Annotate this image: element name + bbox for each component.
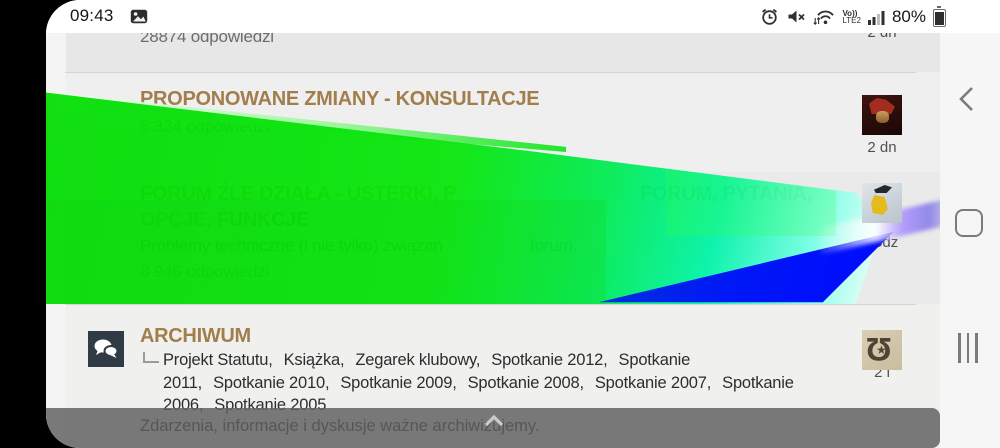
volte-lte2-badge: Vo)) LTE2 — [842, 8, 861, 25]
subforum-list: Projekt Statutu, Książka, Zegarek klubowy,… — [163, 349, 811, 417]
subforum-link[interactable]: Spotkanie 2010, — [213, 373, 330, 392]
subforum-link[interactable]: Spotkanie 2008, — [467, 373, 584, 392]
screen: 28874 odpowiedzi 2 dn PROPONOWANE ZMIANY… — [46, 0, 1000, 448]
description-fragment: forum. — [530, 236, 577, 255]
battery-icon — [933, 6, 946, 27]
page-left-gutter — [46, 33, 66, 448]
signal-icon — [867, 9, 885, 25]
scroll-to-top-bar[interactable] — [46, 408, 940, 448]
forum-title-proponowane[interactable]: PROPONOWANE ZMIANY - KONSULTACJE — [140, 88, 540, 110]
mute-icon — [786, 7, 806, 26]
back-icon[interactable] — [955, 85, 979, 113]
replies-count: 5 334 odpowiedzi — [140, 117, 270, 136]
replies-count: 8 946 odpowiedzi — [140, 262, 270, 281]
avatar[interactable] — [862, 183, 902, 223]
description-fragment: Problemy techniczne (i nie tylko) związa… — [140, 236, 443, 255]
forum-title-fragment: FORUM, PYTANIA, — [640, 183, 812, 205]
avatar[interactable] — [862, 95, 902, 135]
alarm-icon — [760, 7, 779, 26]
forum-title-usterki-line2[interactable]: OPCJE, FUNKCJE — [140, 209, 310, 231]
battery-percent-text: 80% — [891, 6, 926, 26]
subforum-link[interactable]: Zegarek klubowy, — [355, 351, 481, 369]
avatar[interactable]: Ω ★ — [862, 330, 902, 370]
forum-description: Problemy techniczne (i nie tylko) związa… — [140, 236, 840, 256]
photo-icon — [130, 9, 148, 24]
subforum-link[interactable]: Spotkanie 2012, — [491, 351, 608, 369]
status-bar: 09:43 — [46, 0, 1000, 33]
chat-bubbles-icon — [88, 331, 124, 367]
subforum-link[interactable]: Spotkanie 2011, — [163, 351, 691, 392]
recents-icon[interactable] — [958, 333, 982, 363]
android-nav-bar — [940, 33, 1000, 448]
tree-corner-icon — [143, 352, 159, 363]
row-divider — [65, 304, 916, 305]
forum-title-usterki[interactable]: FORUM ŹLE DZIAŁA - USTERKI, P FORUM, PYT… — [140, 183, 920, 206]
forum-title-fragment: FORUM ŹLE DZIAŁA - USTERKI, P — [140, 183, 457, 205]
forum-title-archiwum[interactable]: ARCHIWUM — [140, 325, 251, 347]
last-post-time: godz — [865, 234, 899, 251]
home-icon[interactable] — [955, 209, 983, 237]
last-post-time: 2 dn — [867, 139, 897, 156]
subforum-link[interactable]: Spotkanie 2007, — [594, 373, 712, 392]
subforum-link[interactable]: Książka, — [283, 351, 345, 369]
subforum-link[interactable]: Spotkanie 2009, — [340, 373, 457, 392]
clock-text: 09:43 — [70, 6, 114, 25]
row-divider — [65, 72, 916, 73]
subforum-link[interactable]: Projekt Statutu, — [163, 351, 273, 369]
wifi-icon — [813, 7, 835, 26]
star-glyph: ★ — [876, 343, 887, 357]
row-band — [66, 33, 940, 72]
chevron-up-icon[interactable] — [483, 413, 505, 428]
